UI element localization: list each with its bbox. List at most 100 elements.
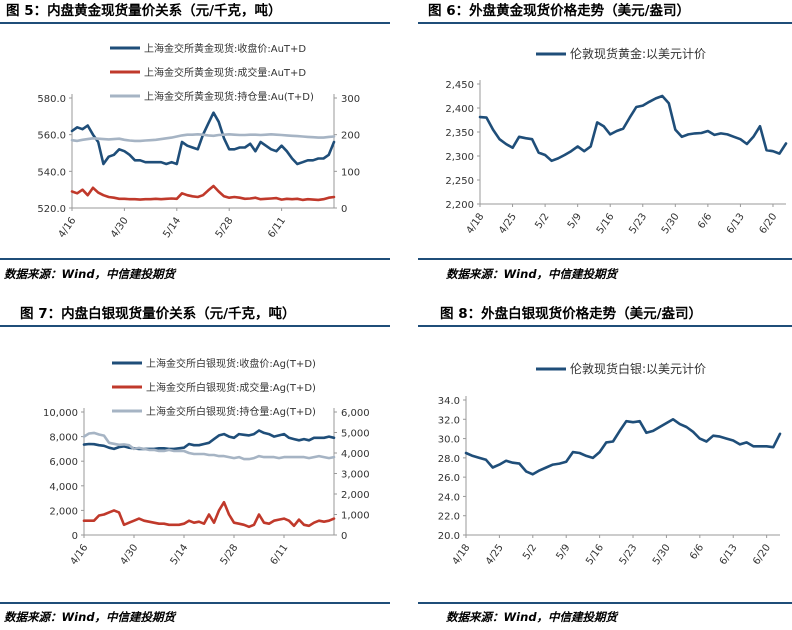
figure-5-chart: 520.0 540.0 560.0 580.0 0 100 200 300 4/16 4/30 5/… <box>37 42 360 240</box>
y-tick-label: 34.0 <box>438 396 460 407</box>
legend-label: 上海金交所白银现货:持仓量:Ag(T+D) <box>146 405 316 418</box>
y-right-tick-label: 1,000 <box>341 511 370 522</box>
y-tick-label: 560.0 <box>37 131 66 142</box>
x-tick-label: 6/20 <box>751 542 773 567</box>
figure-7-chart: 0 2,000 4,000 6,000 8,000 10,000 0 1,000 2,000 3,… <box>43 357 370 567</box>
x-tick-label: 5/2 <box>521 542 539 561</box>
x-tick-label: 5/30 <box>651 542 673 567</box>
y-tick-label: 0 <box>72 531 78 542</box>
y-tick-label: 2,450 <box>445 80 474 91</box>
y-tick-label: 540.0 <box>37 167 66 178</box>
y-right-tick-label: 2,000 <box>341 490 370 501</box>
y-tick-label: 580.0 <box>37 94 66 105</box>
x-tick-label: 4/30 <box>109 215 131 240</box>
series-line <box>82 500 336 529</box>
series-line <box>70 133 336 143</box>
y-tick-label: 30.0 <box>438 435 460 446</box>
figure-8-title-rule <box>418 325 792 327</box>
y-right-tick-label: 3,000 <box>341 470 370 481</box>
y-tick-label: 2,400 <box>445 104 474 115</box>
y-right-tick-label: 200 <box>341 131 360 142</box>
x-tick-label: 6/13 <box>718 542 740 567</box>
x-tick-label: 5/2 <box>533 211 551 230</box>
legend-label: 上海金交所黄金现货:收盘价:AuT+D <box>144 42 306 55</box>
y-tick-label: 6,000 <box>49 457 78 468</box>
y-tick-label: 28.0 <box>438 454 460 465</box>
figure-8-chart: 20.0 22.0 24.0 26.0 28.0 30.0 32.0 34.0 4/18 4/25… <box>438 361 782 567</box>
figure-5-source: 数据来源：Wind，中信建投期货 <box>4 267 176 281</box>
series-line <box>464 418 782 476</box>
x-tick-label: 5/14 <box>161 215 183 240</box>
y-tick-label: 8,000 <box>49 433 78 444</box>
legend-label: 上海金交所黄金现货:成交量:AuT+D <box>144 66 306 79</box>
figure-6-title: 图 6：外盘黄金现货价格走势（美元/盎司） <box>428 3 691 19</box>
y-tick-label: 2,200 <box>445 200 474 211</box>
series-line <box>478 94 788 163</box>
y-tick-label: 2,300 <box>445 152 474 163</box>
x-tick-label: 6/6 <box>688 542 706 561</box>
series-line <box>70 184 336 202</box>
figure-8-source: 数据来源：Wind，中信建投期货 <box>446 610 618 624</box>
x-tick-label: 4/16 <box>57 215 79 240</box>
y-right-tick-label: 6,000 <box>341 408 370 419</box>
figure-5-title-rule <box>0 22 390 24</box>
y-tick-label: 2,350 <box>445 128 474 139</box>
x-tick-label: 5/9 <box>554 542 572 561</box>
x-tick-label: 5/23 <box>618 542 640 567</box>
series-line <box>82 429 336 451</box>
figure-6-title-rule <box>418 22 792 24</box>
figure-8-bottom-rule <box>418 602 792 604</box>
x-tick-label: 6/11 <box>269 542 291 567</box>
legend-label: 上海金交所白银现货:成交量:Ag(T+D) <box>146 381 316 394</box>
figure-6-source: 数据来源：Wind，中信建投期货 <box>446 267 618 281</box>
y-tick-label: 22.0 <box>438 512 460 523</box>
y-right-tick-label: 4,000 <box>341 449 370 460</box>
figure-5-title: 图 5：内盘黄金现货量价关系（元/千克，吨） <box>6 3 282 19</box>
x-tick-label: 5/16 <box>584 542 606 567</box>
y-tick-label: 10,000 <box>43 408 78 419</box>
y-right-tick-label: 300 <box>341 94 360 105</box>
figure-5-bottom-rule <box>0 258 390 260</box>
legend-label: 上海金交所白银现货:收盘价:Ag(T+D) <box>146 357 316 370</box>
legend-label: 上海金交所黄金现货:持仓量:Au(T+D) <box>144 90 314 103</box>
x-tick-label: 5/28 <box>214 215 236 240</box>
x-tick-label: 4/30 <box>119 542 141 567</box>
legend-label: 伦敦现货白银:以美元计价 <box>570 361 706 376</box>
y-tick-label: 520.0 <box>37 204 66 215</box>
x-tick-label: 5/9 <box>566 211 584 230</box>
x-tick-label: 5/28 <box>219 542 241 567</box>
x-tick-label: 4/18 <box>465 211 487 236</box>
y-right-tick-label: 0 <box>341 204 347 215</box>
y-tick-label: 32.0 <box>438 415 460 426</box>
x-tick-label: 4/16 <box>69 542 91 567</box>
x-tick-label: 5/16 <box>595 211 617 236</box>
x-tick-label: 6/20 <box>758 211 780 236</box>
y-tick-label: 20.0 <box>438 531 460 542</box>
figure-6-bottom-rule <box>418 258 792 260</box>
x-tick-label: 5/14 <box>169 542 191 567</box>
x-tick-label: 4/25 <box>484 542 506 567</box>
series-line <box>82 431 336 461</box>
x-tick-label: 6/6 <box>696 211 714 230</box>
x-tick-label: 4/25 <box>497 211 519 236</box>
x-tick-label: 6/13 <box>725 211 747 236</box>
figure-7-bottom-rule <box>0 602 390 604</box>
x-tick-label: 6/11 <box>266 215 288 240</box>
legend-label: 伦敦现货黄金:以美元计价 <box>570 46 706 61</box>
x-tick-label: 4/18 <box>451 542 473 567</box>
y-right-tick-label: 5,000 <box>341 429 370 440</box>
figure-8-title: 图 8：外盘白银现货价格走势（美元/盎司） <box>440 306 703 322</box>
y-tick-label: 4,000 <box>49 482 78 493</box>
y-right-tick-label: 0 <box>341 531 347 542</box>
y-tick-label: 2,250 <box>445 176 474 187</box>
figure-7-title-rule <box>0 325 390 327</box>
figure-7-title: 图 7：内盘白银现货量价关系（元/千克，吨） <box>20 306 296 322</box>
figure-7-source: 数据来源：Wind，中信建投期货 <box>4 610 176 624</box>
figure-6-chart: 2,200 2,250 2,300 2,350 2,400 2,450 4/18 4/25 5/… <box>445 46 788 236</box>
y-tick-label: 24.0 <box>438 492 460 503</box>
x-tick-label: 5/23 <box>627 211 649 236</box>
y-tick-label: 26.0 <box>438 473 460 484</box>
y-tick-label: 2,000 <box>49 506 78 517</box>
x-tick-label: 5/30 <box>660 211 682 236</box>
y-right-tick-label: 100 <box>341 167 360 178</box>
